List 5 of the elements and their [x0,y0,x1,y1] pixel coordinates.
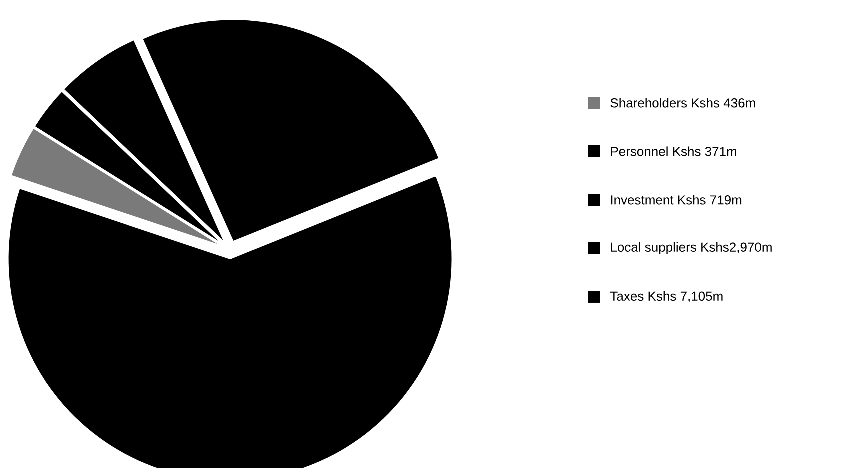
legend-label: Shareholders Kshs 436m [610,98,756,108]
legend-label: Local suppliers Kshs2,970m [611,242,772,255]
legend-label: Investment Kshs 719m [611,195,742,205]
legend-label: Taxes Kshs 7,105m [610,291,723,303]
legend-label: Personnel Kshs 371m [611,146,736,156]
